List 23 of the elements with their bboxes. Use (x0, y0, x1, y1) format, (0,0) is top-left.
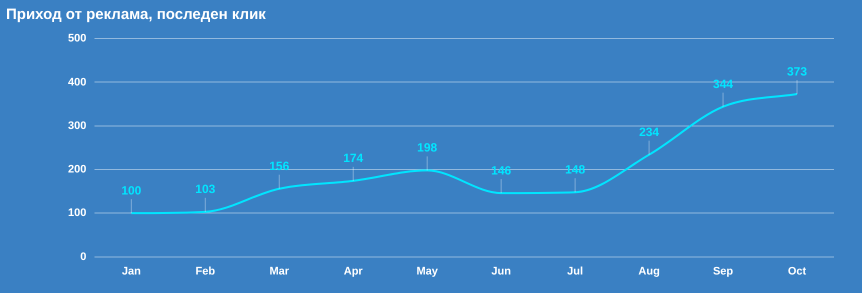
x-tick-label: Jan (122, 265, 142, 278)
x-tick-label: Jul (567, 265, 584, 278)
x-tick-label: May (416, 265, 439, 278)
data-label: 198 (417, 140, 438, 155)
x-tick-label: Oct (788, 265, 807, 278)
x-tick-label: Mar (269, 265, 290, 278)
y-tick-label: 0 (80, 250, 86, 263)
data-label: 174 (343, 151, 364, 166)
y-tick-label: 100 (68, 207, 86, 220)
data-label: 373 (787, 64, 808, 78)
chart-title: Приход от реклама, последен клик (6, 6, 266, 23)
y-tick-label: 500 (68, 32, 86, 45)
x-tick-label: Apr (344, 265, 364, 278)
x-tick-label: Aug (638, 265, 660, 278)
x-tick-label: Feb (196, 265, 216, 278)
data-label: 234 (639, 124, 660, 139)
x-tick-label: Jun (491, 265, 512, 278)
data-label: 100 (121, 183, 142, 198)
y-tick-label: 300 (68, 120, 86, 132)
data-label: 103 (195, 182, 216, 196)
y-tick-label: 400 (68, 76, 86, 88)
x-tick-label: Sep (712, 265, 734, 278)
y-tick-label: 200 (68, 164, 86, 176)
